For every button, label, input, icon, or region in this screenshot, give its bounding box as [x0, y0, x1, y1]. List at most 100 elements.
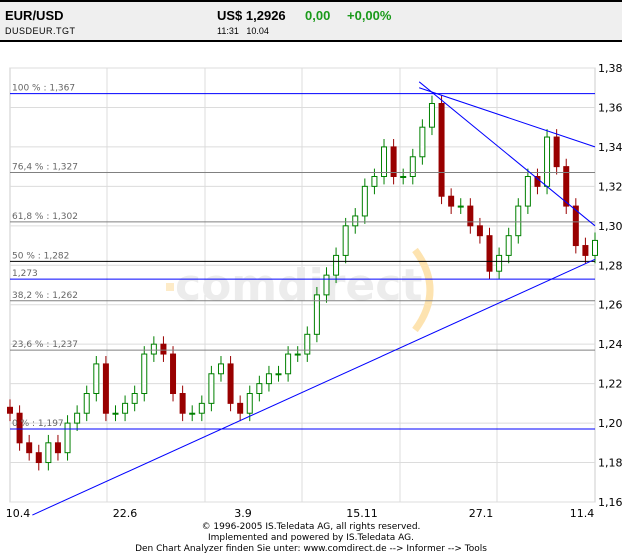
y-tick-label: 1,36 — [598, 101, 622, 114]
candle-down — [467, 205, 474, 227]
candle-up — [217, 363, 224, 375]
candle-up — [208, 373, 215, 404]
candle-down — [563, 166, 570, 207]
candle-down — [54, 442, 61, 454]
candle-up — [198, 402, 205, 414]
y-tick-label: 1,34 — [598, 141, 622, 154]
x-tick-label: 27.1 — [469, 507, 494, 520]
candle-up — [64, 422, 71, 454]
candle-up — [361, 185, 368, 217]
footer: © 1996-2005 IS.Teledata AG, all rights r… — [0, 522, 622, 555]
candle-up — [256, 383, 263, 394]
y-tick-label: 1,20 — [598, 417, 622, 430]
level-label: 38,2 % : 1,262 — [12, 291, 78, 301]
watermark-dot — [166, 283, 174, 291]
candle-up — [112, 412, 119, 415]
candle-down — [160, 343, 167, 355]
instrument-title: EUR/USD — [5, 8, 64, 23]
analyzer-link[interactable]: Den Chart Analyzer finden Sie unter: www… — [135, 544, 487, 554]
candle-up — [323, 274, 330, 296]
trend-line — [419, 87, 596, 148]
y-tick-label: 1,28 — [598, 259, 622, 272]
candle-up — [246, 393, 253, 414]
level-label: 50 % : 1,282 — [12, 251, 69, 261]
candle-up — [381, 146, 388, 177]
candle-up — [544, 136, 551, 187]
candle-up — [457, 205, 464, 208]
candle-up — [45, 442, 52, 464]
quote-header: EUR/USD DUSDEUR.TGT US$ 1,2926 0,00 +0,0… — [0, 0, 622, 42]
price-change: 0,00 — [305, 8, 331, 23]
candle-down — [438, 103, 445, 197]
candle-up — [122, 402, 129, 414]
level-label: 1,273 — [12, 269, 38, 279]
candle-down — [237, 402, 244, 414]
candle-up — [333, 254, 340, 276]
candle-down — [534, 176, 541, 187]
candle-up — [74, 412, 81, 424]
candle-up — [515, 205, 522, 237]
candle-down — [582, 245, 589, 256]
candlestick-chart: 1,38 1,36 1,34 1,32 1,30 1,28 1,26 1,24 1,22 1,20… — [6, 62, 622, 520]
candle-down — [170, 353, 177, 394]
level-label: 76,4 % : 1,327 — [12, 163, 78, 173]
instrument-symbol: DUSDEUR.TGT — [5, 26, 76, 36]
candle-down — [390, 146, 397, 177]
candle-up — [93, 363, 100, 394]
candle-up — [352, 215, 359, 227]
candle-up — [285, 353, 292, 375]
candle-down — [572, 205, 579, 247]
level-label: 100 % : 1,367 — [12, 84, 75, 94]
quote-time: 11:31 10.04 — [217, 26, 269, 36]
powered-by: Implemented and powered by IS.Teledata A… — [208, 533, 414, 543]
candle-down — [35, 452, 42, 464]
candle-up — [83, 393, 90, 414]
time: 11:31 — [217, 26, 239, 36]
candle-down — [26, 442, 33, 454]
candle-up — [400, 176, 407, 178]
x-tick-label: 3.9 — [234, 507, 252, 520]
x-tick-label: 15.11 — [346, 507, 378, 520]
candle-up — [428, 103, 435, 128]
y-tick-label: 1,16 — [598, 496, 622, 509]
candle-up — [189, 412, 196, 415]
candle-up — [496, 254, 503, 272]
x-tick-label: 10.4 — [6, 507, 31, 520]
candle-up — [505, 235, 512, 256]
level-label: 23,6 % : 1,237 — [12, 340, 78, 350]
y-tick-label: 1,38 — [598, 62, 622, 75]
level-label: 61,8 % : 1,302 — [12, 212, 78, 222]
y-tick-label: 1,24 — [598, 338, 622, 351]
y-tick-label: 1,32 — [598, 180, 622, 193]
candle-down — [7, 406, 13, 414]
date: 10.04 — [246, 26, 269, 36]
x-tick-label: 22.6 — [113, 507, 138, 520]
candle-up — [275, 373, 282, 376]
y-tick-label: 1,22 — [598, 378, 622, 391]
candle-down — [486, 235, 493, 272]
candle-up — [524, 176, 531, 207]
candle-up — [150, 343, 157, 355]
copyright: © 1996-2005 IS.Teledata AG, all rights r… — [201, 522, 421, 532]
candle-up — [294, 353, 301, 356]
trend-line — [32, 258, 596, 516]
candle-up — [141, 353, 148, 394]
watermark: comdirect — [175, 260, 422, 311]
y-tick-label: 1,30 — [598, 220, 622, 233]
candle-up — [304, 333, 311, 355]
candle-up — [409, 156, 416, 177]
y-tick-label: 1,26 — [598, 299, 622, 312]
candle-up — [342, 225, 349, 256]
candle-down — [102, 363, 109, 414]
candle-up — [371, 176, 378, 187]
candle-down — [16, 412, 23, 444]
candle-down — [476, 225, 483, 237]
candle-down — [227, 363, 234, 404]
candle-down — [553, 136, 560, 168]
trend-line — [418, 81, 596, 227]
candle-down — [448, 195, 455, 207]
price-change-pct: +0,00% — [347, 8, 392, 23]
watermark-paren — [412, 247, 434, 333]
candle-up — [592, 239, 598, 256]
candle-up — [265, 373, 272, 385]
